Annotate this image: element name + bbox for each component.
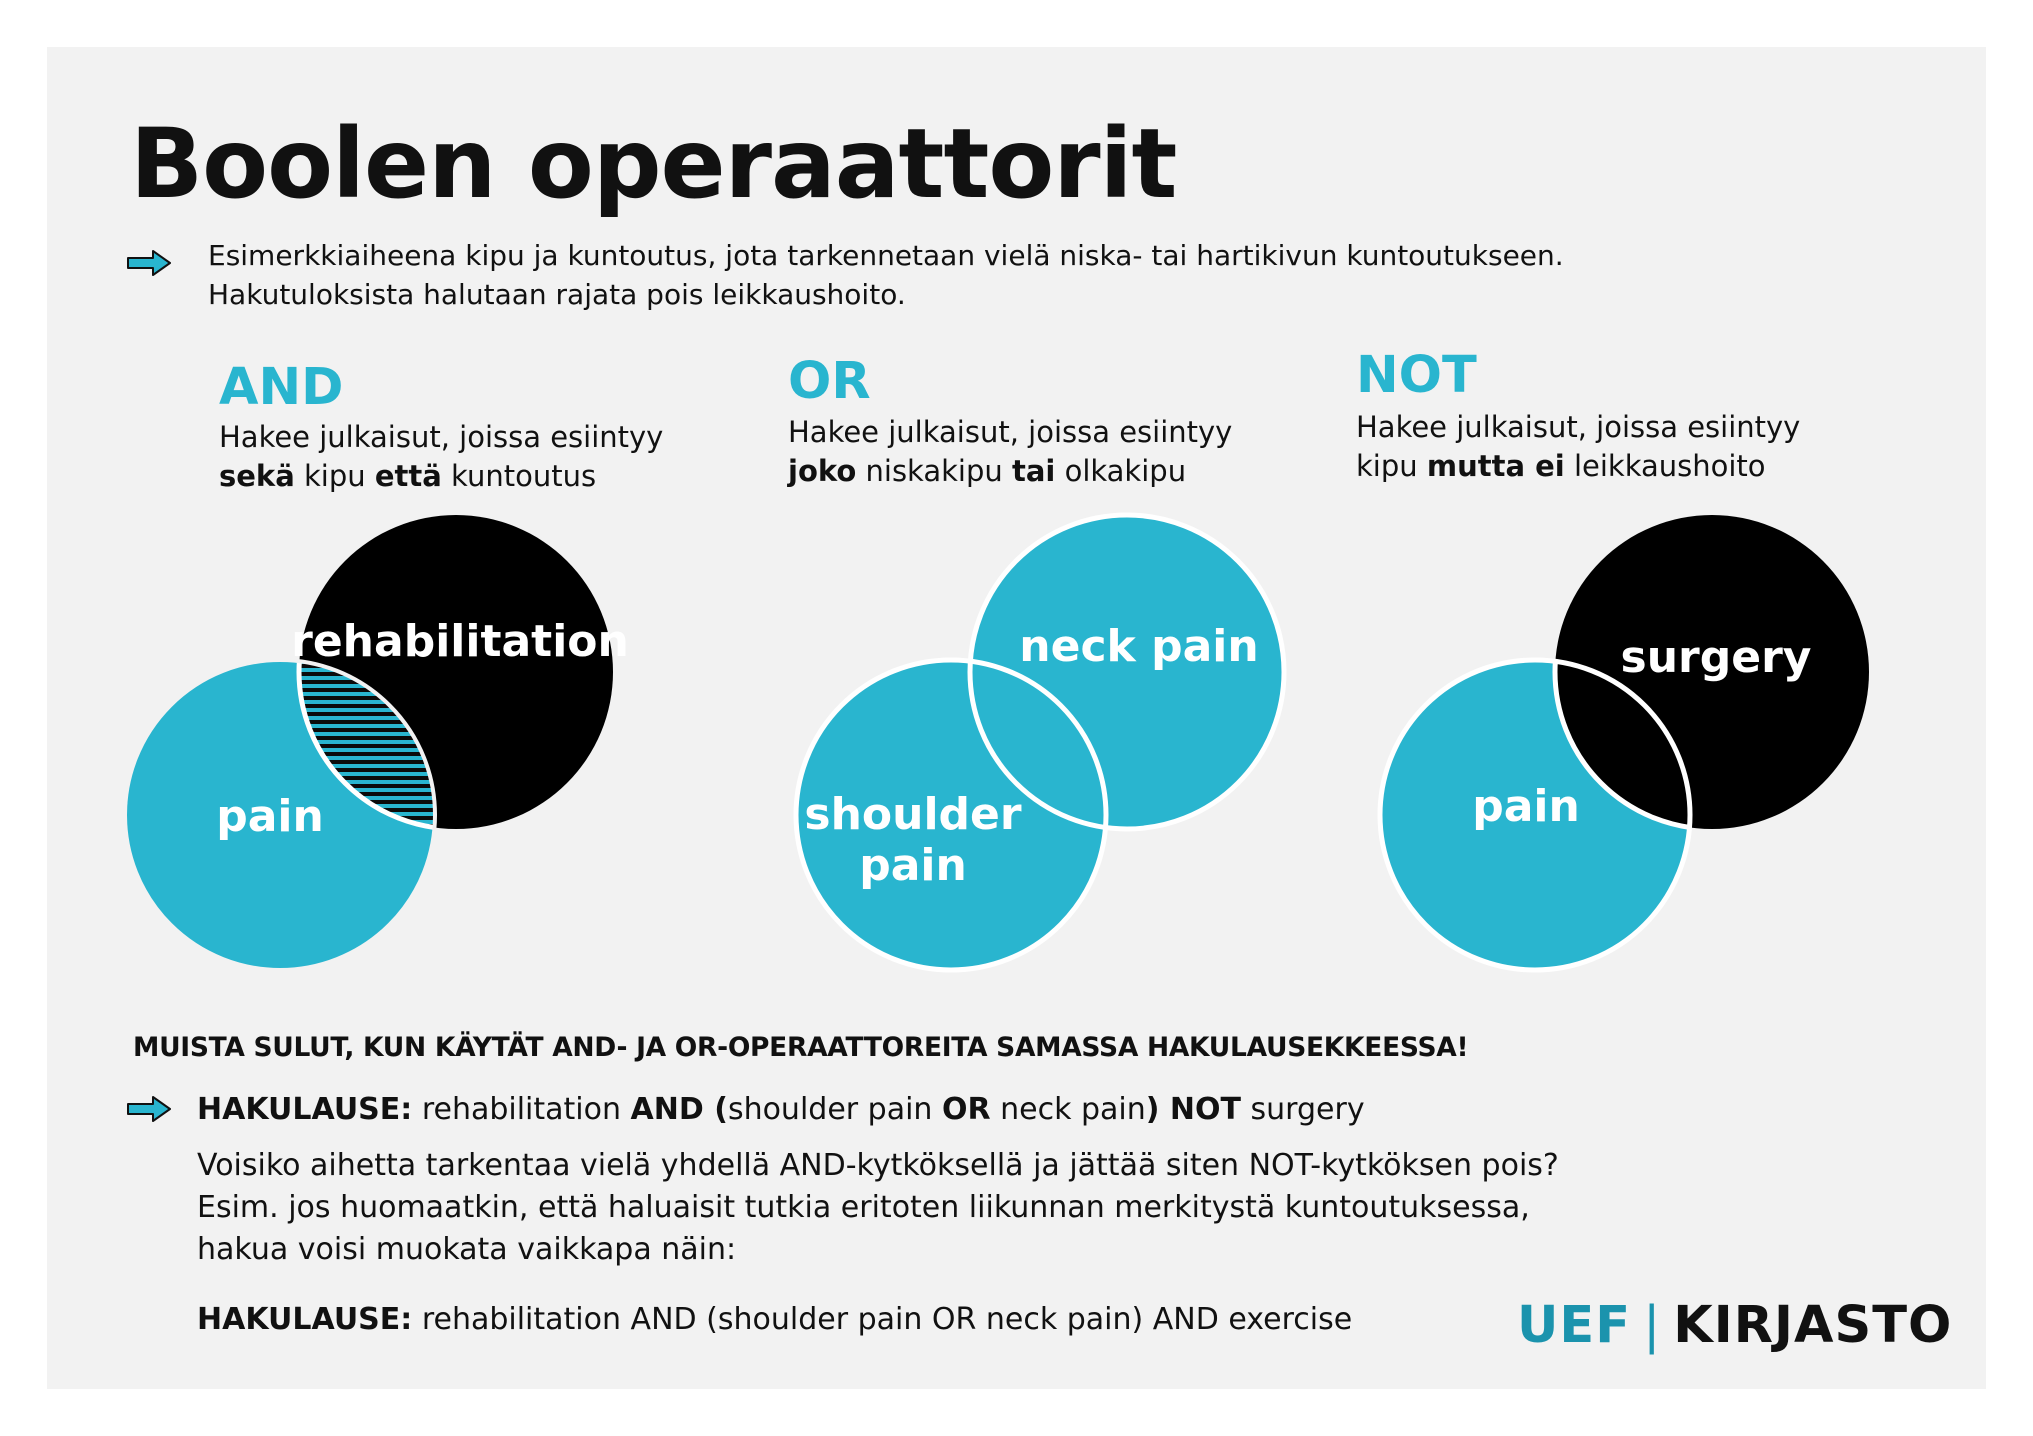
or-label-pain: pain: [859, 840, 967, 891]
paragraph-line-2: Esim. jos huomaatkin, että haluaisit tut…: [197, 1190, 1530, 1225]
paragraph-line-3: hakua voisi muokata vaikkapa näin:: [197, 1232, 737, 1267]
and-desc-line-2: sekä kipu että kuntoutus: [219, 459, 597, 493]
and-heading: AND: [219, 358, 344, 417]
and-intersection: [299, 660, 435, 829]
not-intersection: [1555, 660, 1690, 829]
not-venn: surgery pain: [1377, 515, 1869, 973]
and-label-pain: pain: [216, 791, 324, 842]
not-desc-line-1: Hakee julkaisut, joissa esiintyy: [1356, 410, 1801, 444]
arrow-right-icon: [127, 250, 171, 276]
search-query-1: HAKULAUSE: rehabilitation AND (shoulder …: [197, 1092, 1365, 1127]
not-heading: NOT: [1356, 346, 1477, 405]
and-desc-line-1: Hakee julkaisut, joissa esiintyy: [219, 420, 664, 454]
arrow-right-icon: [127, 1096, 171, 1122]
or-venn: neck pain shoulder pain: [793, 512, 1287, 973]
paragraph-line-1: Voisiko aihetta tarkentaa vielä yhdellä …: [197, 1148, 1559, 1183]
or-heading: OR: [788, 352, 871, 411]
and-label-rehabilitation: rehabilitation: [291, 616, 629, 667]
or-label-shoulder: shoulder: [804, 789, 1021, 840]
or-circle-shoulder-pain: [796, 660, 1106, 970]
not-label-surgery: surgery: [1621, 632, 1812, 683]
not-desc-line-2: kipu mutta ei leikkaushoito: [1356, 449, 1766, 483]
not-description: Hakee julkaisut, joissa esiintyy kipu mu…: [1356, 408, 1800, 486]
or-desc-line-1: Hakee julkaisut, joissa esiintyy: [788, 415, 1233, 449]
intro-line-2: Hakutuloksista halutaan rajata pois leik…: [208, 278, 906, 311]
and-description: Hakee julkaisut, joissa esiintyy sekä ki…: [219, 418, 663, 496]
uef-kirjasto-logo: UEF | KIRJASTO: [1517, 1296, 1953, 1355]
or-desc-line-2: joko niskakipu tai olkakipu: [788, 454, 1187, 488]
intro-line-1: Esimerkkiaiheena kipu ja kuntoutus, jota…: [208, 239, 1564, 272]
or-description: Hakee julkaisut, joissa esiintyy joko ni…: [788, 413, 1232, 491]
parentheses-reminder: MUISTA SULUT, KUN KÄYTÄT AND- JA OR-OPER…: [133, 1032, 1469, 1063]
or-label-neck-pain: neck pain: [1019, 621, 1258, 672]
not-label-pain: pain: [1472, 781, 1580, 832]
search-query-2: HAKULAUSE: rehabilitation AND (shoulder …: [197, 1302, 1353, 1337]
refinement-paragraph: Voisiko aihetta tarkentaa vielä yhdellä …: [197, 1145, 1559, 1271]
and-venn: rehabilitation pain: [123, 515, 629, 972]
intro-text: Esimerkkiaiheena kipu ja kuntoutus, jota…: [208, 236, 1564, 314]
page-title: Boolen operaattorit: [130, 108, 1177, 220]
